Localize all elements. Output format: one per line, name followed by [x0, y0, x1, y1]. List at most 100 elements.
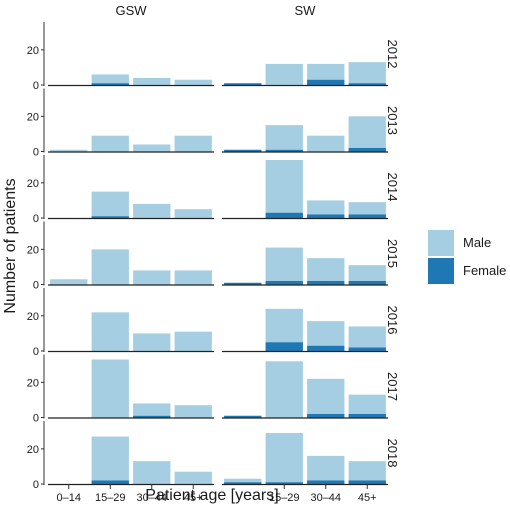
row-strip-2016: 2016 [385, 306, 400, 335]
bar-sw-2015-3-male [348, 265, 386, 281]
bar-sw-2014-3-female [348, 214, 386, 218]
row-strips: 2012 2013 2014 2015 2016 2017 2018 [385, 40, 400, 468]
bar-sw-2013-3-male [348, 116, 386, 148]
bar-sw-2013-3-female [348, 147, 386, 152]
bar-sw-2012-2-female [307, 79, 345, 85]
bar-gsw-2014-3-male [174, 209, 212, 218]
legend-label-female: Female [463, 263, 506, 278]
bar-gsw-2016-2-male [133, 333, 171, 351]
bar-sw-2012-3-male [348, 62, 386, 84]
x-tick-label-sw-1: 15–29 [269, 492, 300, 504]
bar-sw-2016-3-male [348, 326, 386, 348]
bar-gsw-2013-1-male [91, 135, 129, 152]
bar-sw-2018-0-male [224, 478, 262, 483]
bar-gsw-2014-2-male [133, 203, 171, 218]
bar-sw-2013-0-female [224, 149, 262, 152]
legend-swatch-male [428, 230, 454, 256]
bar-gsw-2012-1-male [91, 74, 129, 84]
legend-swatch-female [428, 258, 454, 284]
bar-sw-2016-1-male [265, 308, 303, 343]
bar-sw-2017-3-female [348, 413, 386, 418]
column-headers: GSW SW [115, 3, 316, 18]
bar-gsw-2018-1-male [91, 436, 129, 481]
y-tick-label-2014-20: 20 [27, 178, 39, 190]
bar-gsw-2015-0-male [50, 279, 88, 285]
y-tick-label-2017-0: 0 [33, 413, 39, 425]
bar-gsw-2018-1-female [91, 480, 129, 484]
bar-gsw-2013-0-male [50, 149, 88, 152]
bar-sw-2012-1-male [265, 63, 303, 85]
x-tick-label-sw-3: 45+ [358, 492, 377, 504]
bar-sw-2013-1-male [265, 125, 303, 150]
bar-gsw-2017-2-male [133, 403, 171, 416]
bar-sw-2014-2-male [307, 200, 345, 215]
x-tick-label-2: 30–44 [136, 492, 167, 504]
y-tick-label-2016-0: 0 [33, 346, 39, 358]
bar-sw-2018-2-male [307, 455, 345, 481]
bar-gsw-2013-3-male [174, 135, 212, 152]
column-header-gsw: GSW [115, 3, 147, 18]
y-axis-label: Number of patients [2, 178, 19, 313]
bar-sw-2014-1-female [265, 212, 303, 218]
column-header-sw: SW [295, 3, 317, 18]
bar-sw-2016-2-female [307, 345, 345, 351]
x-axis: 0–14 15–29 30–44 45+ 15–29 30–44 45+ [57, 485, 377, 504]
x-axis-label: Patient age [years] [145, 487, 278, 504]
bar-gsw-2012-2-male [133, 77, 171, 85]
bar-gsw-2018-3-male [174, 471, 212, 484]
bar-gsw-2017-1-male [91, 359, 129, 418]
bar-sw-2013-2-male [307, 135, 345, 152]
row-strip-2017: 2017 [385, 372, 400, 401]
bar-gsw-2018-2-male [133, 461, 171, 484]
bar-sw-2018-3-female [348, 480, 386, 484]
row-strip-2013: 2013 [385, 106, 400, 135]
y-tick-label-2012-0: 0 [33, 80, 39, 92]
bar-sw-2015-3-female [348, 280, 386, 285]
x-tick-label-1: 15–29 [95, 492, 126, 504]
bar-sw-2017-2-male [307, 378, 345, 414]
y-tick-label-2017-20: 20 [27, 377, 39, 389]
legend: Male Female [428, 230, 506, 284]
y-tick-label-2015-0: 0 [33, 280, 39, 292]
bar-gsw-2017-2-female [133, 415, 171, 418]
y-tick-label-2016-20: 20 [27, 311, 39, 323]
bar-sw-2017-2-female [307, 413, 345, 418]
panels [48, 62, 388, 486]
bar-sw-2012-2-male [307, 63, 345, 80]
bar-gsw-2014-1-male [91, 191, 129, 217]
bar-sw-2018-1-female [265, 482, 303, 484]
x-tick-label-3: 45+ [184, 492, 203, 504]
bar-sw-2012-0-female [224, 83, 262, 85]
bar-gsw-2012-3-male [174, 79, 212, 85]
row-strip-2018: 2018 [385, 439, 400, 468]
bar-sw-2016-3-female [348, 347, 386, 351]
bar-sw-2018-0-female [224, 482, 262, 484]
bar-sw-2014-1-male [265, 160, 303, 213]
y-axes: 0 20 0 20 0 20 0 20 0 20 0 20 0 20 [27, 22, 45, 491]
bar-gsw-2015-3-male [174, 270, 212, 285]
y-tick-label-2015-20: 20 [27, 244, 39, 256]
bar-gsw-2013-2-male [133, 144, 171, 152]
x-tick-label-sw-2: 30–44 [310, 492, 341, 504]
bar-sw-2017-1-male [265, 361, 303, 418]
bar-sw-2015-2-male [307, 258, 345, 281]
row-strip-2014: 2014 [385, 173, 400, 202]
bar-sw-2015-1-female [265, 280, 303, 285]
bar-gsw-2012-1-female [91, 83, 129, 85]
bar-gsw-2014-1-female [91, 216, 129, 218]
y-tick-label-2018-20: 20 [27, 444, 39, 456]
bar-sw-2017-3-male [348, 394, 386, 414]
bar-sw-2012-3-female [348, 83, 386, 85]
bar-gsw-2015-1-male [91, 249, 129, 285]
bar-sw-2016-2-male [307, 321, 345, 346]
bar-sw-2015-0-female [224, 282, 262, 285]
bar-sw-2018-3-male [348, 461, 386, 481]
bar-sw-2018-1-male [265, 433, 303, 483]
bar-gsw-2017-3-male [174, 405, 212, 418]
bar-sw-2015-2-female [307, 280, 345, 285]
legend-label-male: Male [463, 235, 491, 250]
x-tick-label-0: 0–14 [57, 492, 81, 504]
bar-sw-2018-2-female [307, 480, 345, 484]
y-tick-label-2012-20: 20 [27, 45, 39, 57]
